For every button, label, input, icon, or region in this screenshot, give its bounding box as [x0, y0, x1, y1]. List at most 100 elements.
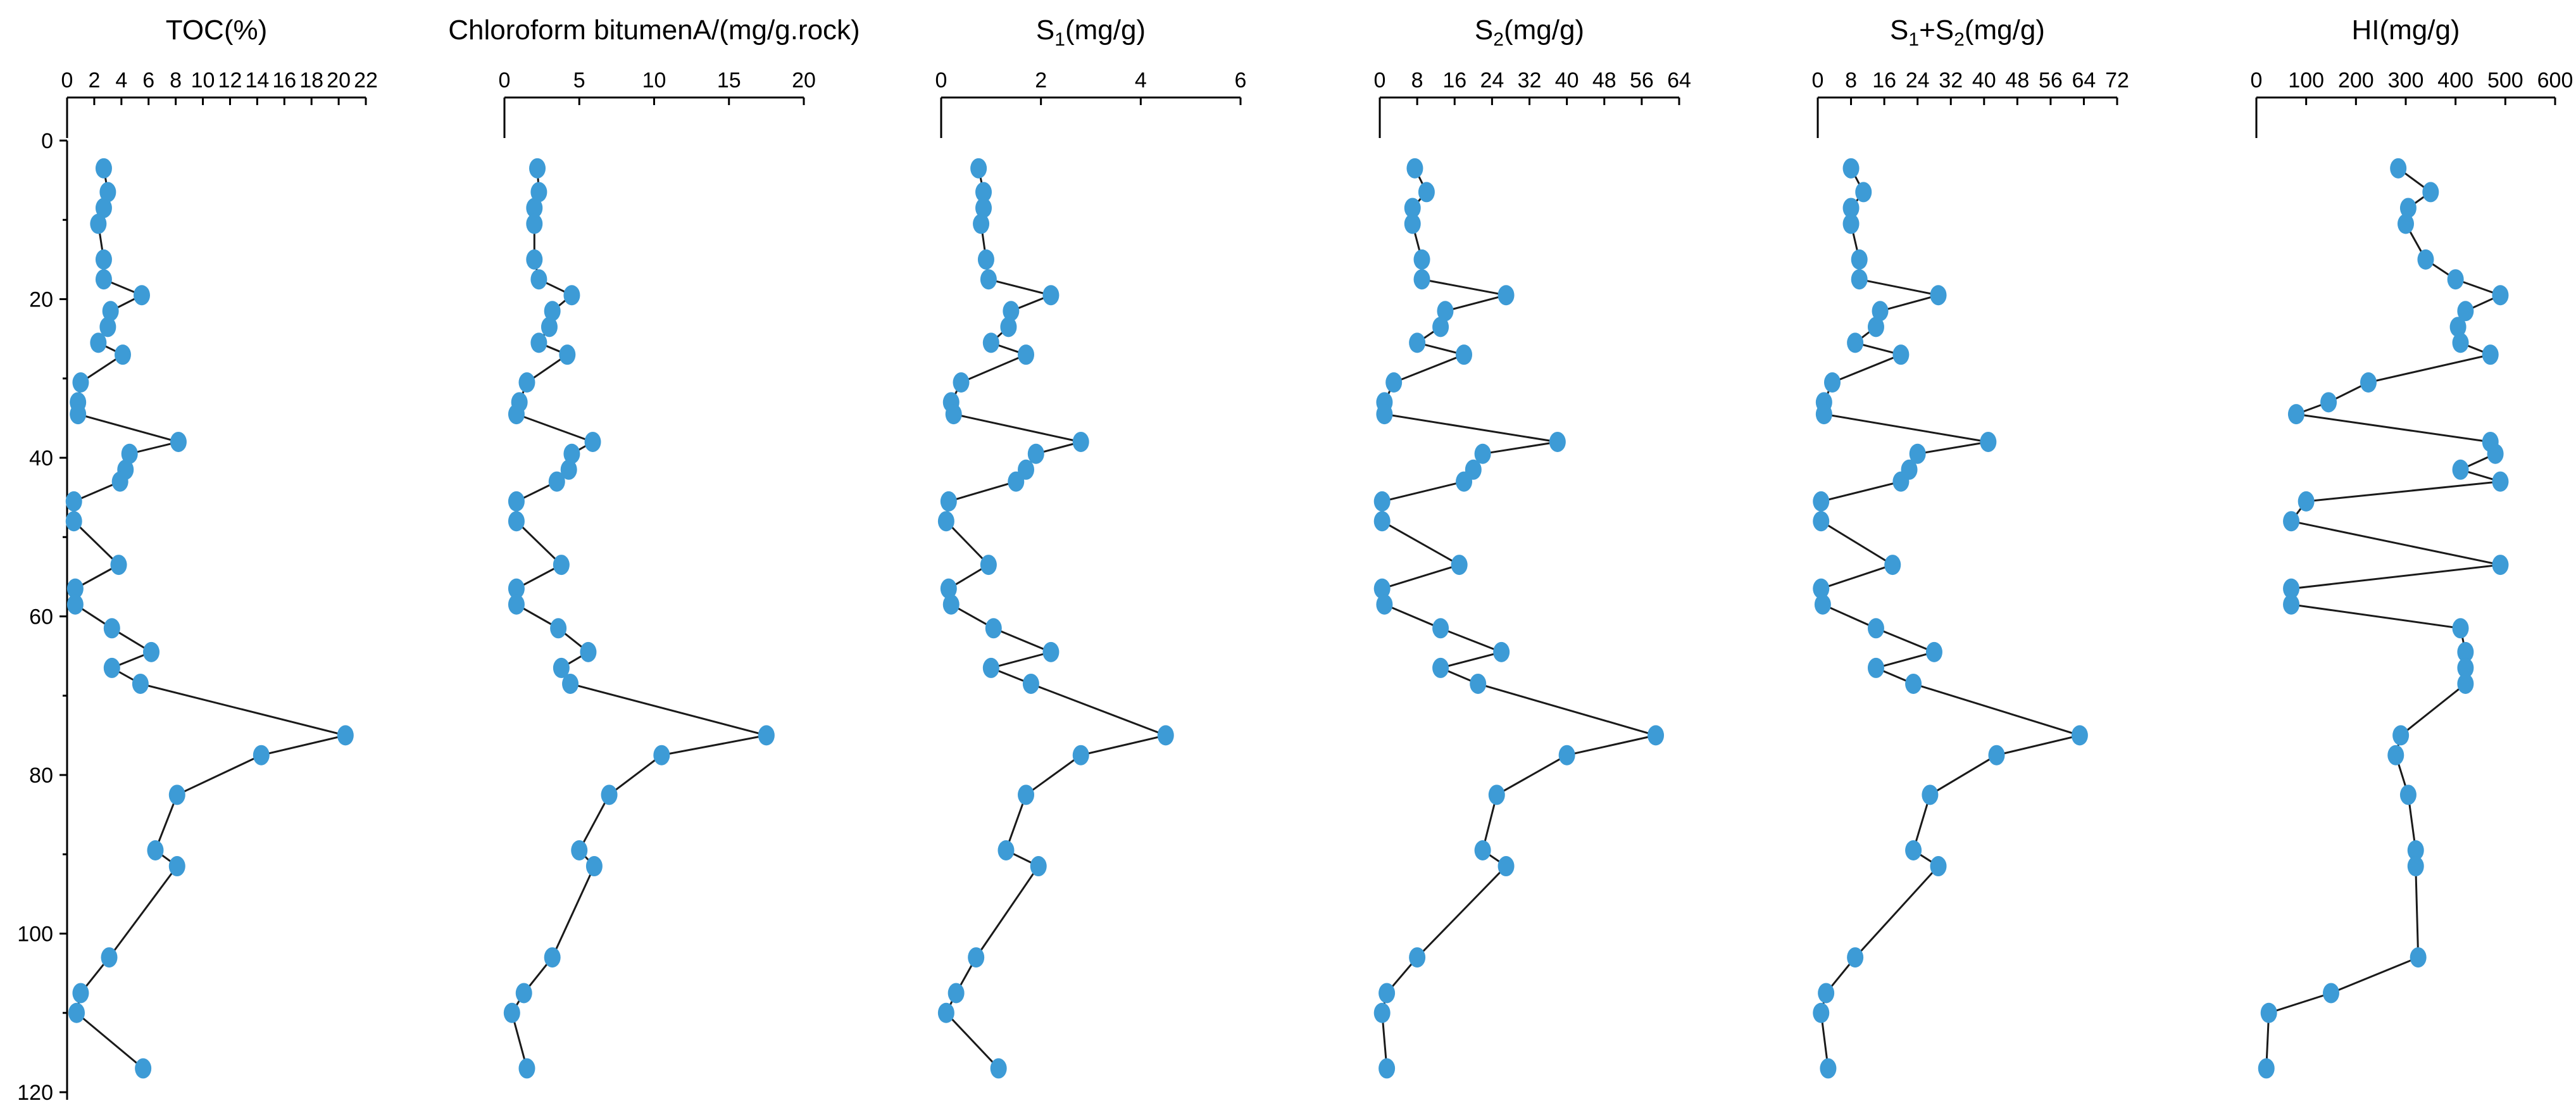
data-point	[1008, 471, 1025, 492]
data-point	[1892, 471, 1910, 492]
data-point	[2449, 317, 2467, 337]
data-point	[975, 182, 992, 203]
data-point	[945, 404, 962, 425]
panel-title: S1(mg/g)	[1036, 15, 1146, 50]
panel-5: S1+S2(mg/g) 0 8 16 24 32 40 48 56 64 72	[1812, 15, 2129, 1079]
data-point	[68, 1002, 85, 1023]
data-point	[102, 301, 119, 322]
data-point	[99, 317, 116, 337]
data-point	[2258, 1058, 2275, 1079]
x-tick-label: 0	[1812, 68, 1824, 92]
data-point	[72, 372, 89, 393]
data-point	[2287, 404, 2304, 425]
data-point	[66, 578, 84, 599]
data-point	[110, 555, 127, 576]
data-point	[1456, 344, 1473, 365]
data-point	[2392, 725, 2410, 746]
data-point	[1497, 285, 1515, 306]
x-tick-label: 300	[2388, 68, 2424, 92]
x-tick-label: 10	[191, 68, 215, 92]
data-point	[1867, 317, 1884, 337]
data-point	[1018, 784, 1035, 805]
data-point	[530, 269, 547, 290]
data-point	[947, 983, 965, 1004]
data-point	[544, 301, 561, 322]
x-tick-label: 24	[1906, 68, 1930, 92]
data-point	[503, 1002, 520, 1023]
data-point	[2260, 1002, 2277, 1023]
panel-title: HI(mg/g)	[2351, 15, 2460, 46]
x-tick-label: 0	[499, 68, 511, 92]
data-point	[1815, 404, 1832, 425]
data-point	[95, 158, 112, 179]
data-point	[985, 618, 1002, 639]
data-point	[337, 725, 354, 746]
data-point	[553, 555, 570, 576]
data-point	[580, 641, 597, 662]
data-point	[526, 213, 543, 234]
data-point	[548, 471, 565, 492]
data-point	[1842, 198, 1860, 218]
data-point	[1930, 856, 1947, 877]
x-tick-label: 12	[218, 68, 242, 92]
depth-axis: 0 20 40 60 80 100 120	[17, 129, 68, 1105]
data-point	[1823, 372, 1841, 393]
data-point	[2452, 459, 2469, 480]
data-point	[1470, 673, 1487, 694]
data-point	[1497, 856, 1515, 877]
panel-6: HI(mg/g) 0 100 200 300 400 500 600	[2251, 15, 2573, 1079]
data-point	[968, 947, 985, 968]
x-tick-label: 400	[2437, 68, 2473, 92]
x-tick-label: 20	[792, 68, 816, 92]
data-point	[508, 491, 525, 512]
data-point	[2399, 198, 2417, 218]
data-point	[1474, 840, 1491, 860]
data-point	[585, 856, 603, 877]
depth-tick-label: 60	[29, 605, 53, 629]
depth-tick-label: 20	[29, 288, 53, 312]
data-point	[135, 1058, 152, 1079]
data-point	[2320, 392, 2337, 413]
data-point	[114, 344, 131, 365]
data-point	[970, 158, 987, 179]
data-point	[2390, 158, 2407, 179]
data-point	[99, 182, 116, 203]
data-point	[1558, 745, 1575, 765]
data-point	[1855, 182, 1872, 203]
data-point	[95, 198, 112, 218]
data-point	[1018, 344, 1035, 365]
data-point	[973, 213, 990, 234]
data-point	[1003, 301, 1020, 322]
data-point	[544, 947, 561, 968]
data-point	[132, 673, 149, 694]
data-point	[1892, 344, 1910, 365]
data-point	[72, 983, 89, 1004]
data-point	[980, 269, 997, 290]
data-point	[1432, 657, 1449, 678]
data-point	[2360, 372, 2377, 393]
data-point	[1851, 269, 1868, 290]
data-point	[2417, 249, 2434, 270]
data-point	[975, 198, 992, 218]
x-tick-label: 500	[2487, 68, 2523, 92]
data-point	[1456, 471, 1473, 492]
data-point	[1925, 641, 1942, 662]
data-point	[1847, 332, 1864, 353]
data-point	[2323, 983, 2339, 1004]
data-point	[1376, 404, 1393, 425]
data-point	[1373, 1002, 1391, 1023]
data-point	[2407, 840, 2424, 860]
data-point	[1909, 443, 1926, 464]
data-point	[530, 332, 547, 353]
data-point	[584, 431, 601, 452]
data-point	[977, 249, 994, 270]
data-point	[571, 840, 588, 860]
data-point	[953, 372, 970, 393]
depth-tick-label: 100	[17, 923, 53, 947]
x-tick-label: 5	[573, 68, 585, 92]
data-point	[940, 491, 957, 512]
data-point	[1842, 158, 1860, 179]
data-point	[1813, 511, 1830, 532]
data-point	[1373, 511, 1391, 532]
